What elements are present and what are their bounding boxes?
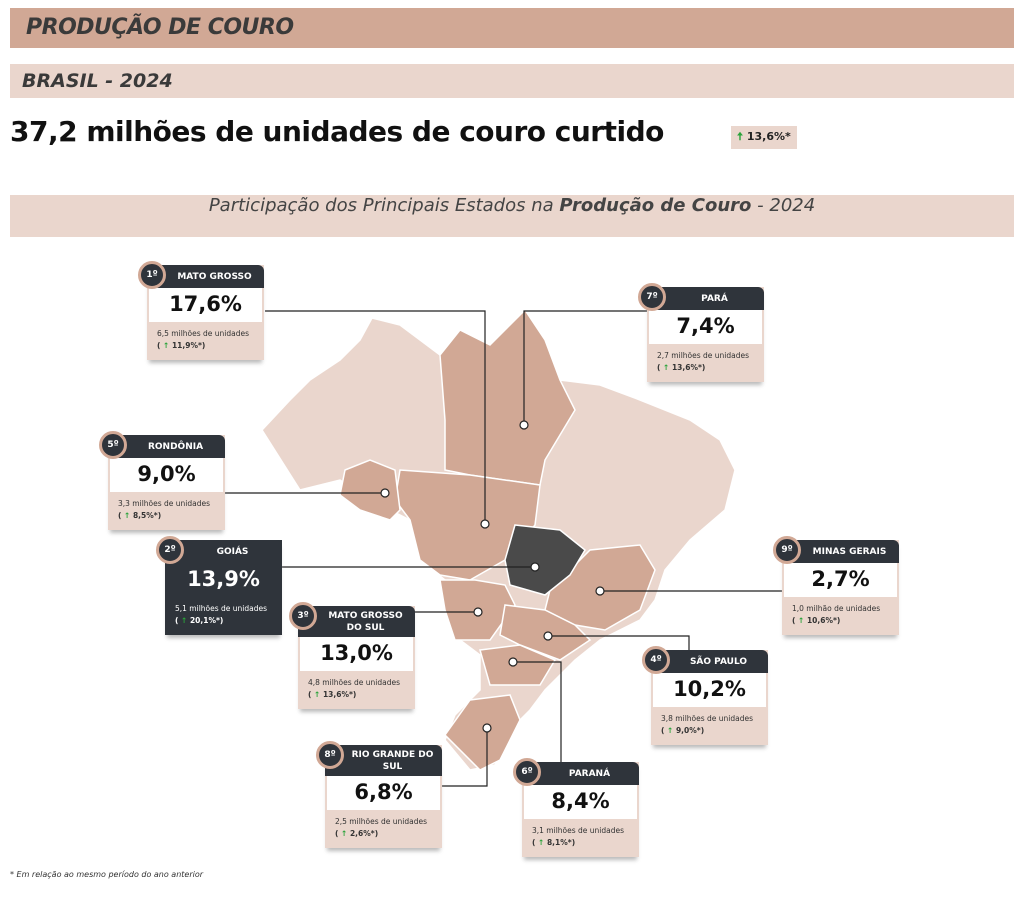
state-share: 13,0% (300, 637, 413, 671)
state-rondonia (339, 459, 401, 521)
marker-parana (508, 657, 518, 667)
rank-badge: 8º (316, 741, 344, 769)
rank-badge: 3º (289, 602, 317, 630)
state-change: ( ↑ 13,6%*) (657, 363, 706, 372)
state-name: MATO GROSSO DO SUL (298, 606, 415, 637)
state-change: ( ↑ 8,1%*) (532, 838, 576, 847)
state-card: 4º SÃO PAULO 10,2% 3,8 milhões de unidad… (642, 646, 768, 745)
state-name: GOIÁS (165, 540, 282, 563)
state-change: ( ↑ 10,6%*) (792, 616, 841, 625)
state-units: 4,8 milhões de unidades (308, 678, 401, 687)
state-card: 3º MATO GROSSO DO SUL 13,0% 4,8 milhões … (289, 602, 415, 709)
footnote: * Em relação ao mesmo período do ano ant… (10, 870, 204, 879)
state-share: 17,6% (149, 288, 262, 322)
state-goias (504, 524, 586, 596)
arrow-up-icon: ↑ (538, 838, 545, 847)
rank-badge: 5º (99, 431, 127, 459)
connector-rio-grande-do-sul (442, 728, 488, 787)
state-rio-grande-do-sul (444, 694, 521, 771)
title-banner: PRODUÇÃO DE COURO (10, 8, 1014, 48)
state-change: ( ↑ 13,6%*) (308, 690, 357, 699)
state-card: 9º MINAS GERAIS 2,7% 1,0 milhão de unida… (773, 536, 899, 635)
state-share: 9,0% (110, 458, 223, 492)
state-share: 2,7% (784, 563, 897, 597)
state-name: PARANÁ (522, 762, 639, 785)
state-card: 2º GOIÁS 13,9% 5,1 milhões de unidades (… (156, 536, 282, 635)
marker-goias (530, 562, 540, 572)
state-parana (479, 644, 557, 686)
arrow-up-icon: ↑ (124, 511, 131, 520)
state-name: RONDÔNIA (108, 435, 225, 458)
rank-badge: 4º (642, 646, 670, 674)
state-units: 3,3 milhões de unidades (118, 499, 211, 508)
state-change: ( ↑ 8,5%*) (118, 511, 162, 520)
state-share: 7,4% (649, 310, 762, 344)
state-card: 7º PARÁ 7,4% 2,7 milhões de unidades ( ↑… (638, 283, 764, 382)
rank-badge: 2º (156, 536, 184, 564)
state-para (439, 308, 576, 486)
state-change: ( ↑ 2,6%*) (335, 829, 379, 838)
connector-sao-paulo (548, 635, 690, 650)
connector-parana (513, 661, 562, 762)
marker-sao-paulo (543, 631, 553, 641)
state-share: 10,2% (653, 673, 766, 707)
arrow-up-icon: ↑ (798, 616, 805, 625)
change-value: 13,6%* (746, 130, 791, 143)
page-title: PRODUÇÃO DE COURO (26, 15, 294, 40)
arrow-up-icon: ↑ (314, 690, 321, 699)
arrow-up-icon: ↑ (163, 341, 170, 350)
section-banner: Participação dos Principais Estados na P… (10, 195, 1014, 237)
connector-para (523, 310, 647, 425)
change-badge: 🠅 13,6%* (731, 126, 797, 149)
state-share: 6,8% (327, 776, 440, 810)
state-change: ( ↑ 9,0%*) (661, 726, 705, 735)
arrow-up-icon: 🠅 (737, 130, 744, 143)
subtitle-banner: BRASIL - 2024 (10, 64, 1014, 98)
connector-mato-grosso (265, 310, 486, 524)
arrow-up-icon: ↑ (667, 726, 674, 735)
state-name: MATO GROSSO (147, 265, 264, 288)
page-subtitle: BRASIL - 2024 (22, 70, 173, 92)
state-card: 5º RONDÔNIA 9,0% 3,3 milhões de unidades… (99, 431, 225, 530)
state-card: 1º MATO GROSSO 17,6% 6,5 milhões de unid… (138, 261, 264, 360)
state-card: 6º PARANÁ 8,4% 3,1 milhões de unidades (… (513, 758, 639, 857)
state-name: RIO GRANDE DO SUL (325, 745, 442, 776)
state-share: 8,4% (524, 785, 637, 819)
state-units: 3,8 milhões de unidades (661, 714, 754, 723)
rank-badge: 1º (138, 261, 166, 289)
arrow-up-icon: ↑ (663, 363, 670, 372)
state-sao-paulo (499, 604, 592, 661)
arrow-up-icon: ↑ (341, 829, 348, 838)
state-units: 2,5 milhões de unidades (335, 817, 428, 826)
state-share: 13,9% (167, 563, 280, 597)
marker-rondonia (380, 488, 390, 498)
state-name: SÃO PAULO (651, 650, 768, 673)
state-change: ( ↑ 11,9%*) (157, 341, 206, 350)
marker-para (519, 420, 529, 430)
section-title: Participação dos Principais Estados na P… (208, 195, 816, 216)
state-units: 1,0 milhão de unidades (792, 604, 881, 613)
state-units: 5,1 milhões de unidades (175, 604, 268, 613)
state-units: 2,7 milhões de unidades (657, 351, 750, 360)
state-name: MINAS GERAIS (782, 540, 899, 563)
marker-minas-gerais (595, 586, 605, 596)
marker-mato-grosso (480, 519, 490, 529)
state-name: PARÁ (647, 287, 764, 310)
marker-rio-grande-do-sul (482, 723, 492, 733)
marker-mato-grosso-do-sul (473, 607, 483, 617)
state-units: 6,5 milhões de unidades (157, 329, 250, 338)
state-change: ( ↑ 20,1%*) (175, 616, 224, 625)
state-card: 8º RIO GRANDE DO SUL 6,8% 2,5 milhões de… (316, 741, 442, 848)
rank-badge: 6º (513, 758, 541, 786)
rank-badge: 9º (773, 536, 801, 564)
headline: 37,2 milhões de unidades de couro curtid… (10, 115, 664, 148)
state-units: 3,1 milhões de unidades (532, 826, 625, 835)
arrow-up-icon: ↑ (181, 616, 188, 625)
rank-badge: 7º (638, 283, 666, 311)
